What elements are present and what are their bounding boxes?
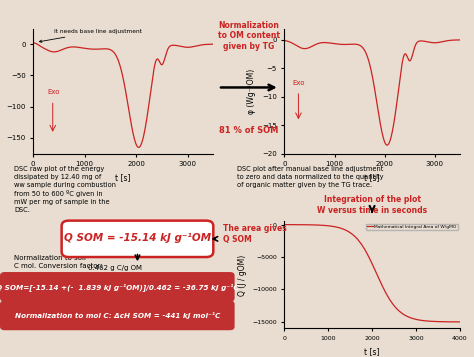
Mathematical Integral Area of W/gMO [361, 246, 366, 250]
Text: Integration of the plot
W versus time in seconds: Integration of the plot W versus time in… [317, 195, 427, 215]
X-axis label: t [s]: t [s] [365, 347, 380, 356]
Text: Normalization
to OM content
given by TG: Normalization to OM content given by TG [218, 21, 280, 51]
Text: Q SOM = -15.14 kJ g⁻¹OM: Q SOM = -15.14 kJ g⁻¹OM [64, 233, 211, 243]
Text: 81 % of SOM: 81 % of SOM [219, 126, 279, 135]
Text: The area gives
Q SOM: The area gives Q SOM [223, 224, 286, 244]
Mathematical Integral Area of W/gMO [457, 320, 463, 324]
Text: Exo: Exo [292, 80, 304, 86]
X-axis label: t [s]: t [s] [365, 173, 380, 182]
Text: Exo: Exo [47, 89, 60, 95]
Mathematical Integral Area of W/gMO [414, 317, 419, 322]
X-axis label: t [s]: t [s] [116, 173, 131, 182]
Mathematical Integral Area of W/gMO [327, 224, 332, 228]
Line: Mathematical Integral Area of W/gMO: Mathematical Integral Area of W/gMO [284, 225, 460, 322]
Text: 0.462 g C/g OM: 0.462 g C/g OM [88, 265, 142, 271]
Text: Normalization to mol C: ΔcH SOM = -441 kJ mol⁻¹C: Normalization to mol C: ΔcH SOM = -441 k… [15, 312, 220, 319]
Y-axis label: φ (Wg⁻¹OM): φ (Wg⁻¹OM) [247, 69, 256, 114]
Legend: Mathematical Integral Area of W/gMO: Mathematical Integral Area of W/gMO [366, 223, 457, 230]
Text: It needs base line adjustment: It needs base line adjustment [39, 29, 142, 42]
Y-axis label: Q (J / gOM): Q (J / gOM) [237, 254, 246, 296]
Mathematical Integral Area of W/gMO [385, 294, 391, 298]
Text: DSC raw plot of the energy
dissipated by 12.40 mg of
ww sample during combustion: DSC raw plot of the energy dissipated by… [14, 166, 116, 213]
Mathematical Integral Area of W/gMO [312, 223, 318, 227]
Text: Normalization to soil
C mol. Conversion factor:: Normalization to soil C mol. Conversion … [14, 255, 103, 269]
Text: Q SOM=[-15.14 +(-  1.839 kJ g⁻¹OM)]/0.462 = -36.75 kJ g⁻¹C: Q SOM=[-15.14 +(- 1.839 kJ g⁻¹OM)]/0.462… [0, 283, 239, 291]
Mathematical Integral Area of W/gMO [399, 311, 404, 315]
Text: DSC plot after manual base line adjustment
to zero and data normalized to the qu: DSC plot after manual base line adjustme… [237, 166, 383, 188]
Mathematical Integral Area of W/gMO [282, 222, 287, 227]
